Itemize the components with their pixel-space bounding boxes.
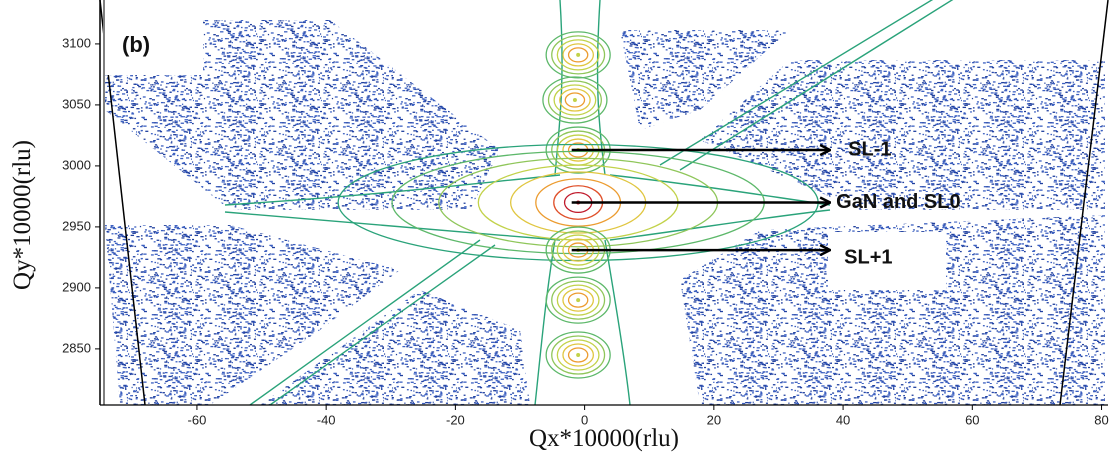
x-tick-label: 60 (965, 412, 979, 427)
y-tick-label: 3050 (62, 96, 91, 111)
y-tick-label: 3000 (62, 157, 91, 172)
annotation-label: SL+1 (844, 246, 892, 268)
peak (576, 352, 581, 357)
x-tick-label: 20 (707, 412, 721, 427)
x-tick-label: 40 (836, 412, 850, 427)
x-tick-label: -40 (317, 412, 336, 427)
y-tick-label: 2850 (62, 340, 91, 355)
x-tick-label: 80 (1094, 412, 1108, 427)
contour-line (567, 292, 589, 308)
contour-line (547, 80, 602, 120)
contour-line (551, 335, 606, 375)
contour-line (545, 276, 611, 324)
contour-line (564, 92, 586, 108)
x-tick-label: 0 (581, 412, 588, 427)
contour-line (556, 339, 600, 371)
annotation-label: GaN and SL0 (836, 191, 960, 213)
x-tick-label: -20 (446, 412, 465, 427)
contour-line (562, 343, 595, 367)
background-scatter (105, 20, 1105, 405)
label-box (103, 18, 203, 75)
peak (576, 52, 581, 57)
y-tick-label: 3100 (62, 35, 91, 50)
y-axis-title: Qy*10000(rlu) (9, 140, 36, 290)
peak (572, 98, 577, 103)
contour-line (553, 84, 597, 116)
y-tick-label: 2900 (62, 279, 91, 294)
peak (576, 298, 581, 303)
contour-line (545, 31, 611, 79)
plot-area (105, 0, 1105, 405)
contour-line (542, 76, 608, 124)
contour-line (556, 284, 600, 316)
panel-label: (b) (122, 32, 150, 57)
annotation-label: SL-1 (848, 138, 891, 160)
contour-line (567, 347, 589, 363)
contour-line (551, 280, 606, 320)
frame-edge (1059, 0, 1109, 406)
contour-line (567, 47, 589, 63)
contour-line (562, 43, 595, 67)
x-tick-label: -60 (188, 412, 207, 427)
contour-line (556, 39, 600, 71)
contour-line (559, 88, 591, 112)
contour-line (562, 288, 595, 312)
contour-line (545, 331, 611, 379)
label-box (828, 232, 946, 290)
x-axis-title: Qx*10000(rlu) (529, 425, 679, 452)
y-tick-label: 2950 (62, 218, 91, 233)
contour-line (551, 35, 606, 75)
